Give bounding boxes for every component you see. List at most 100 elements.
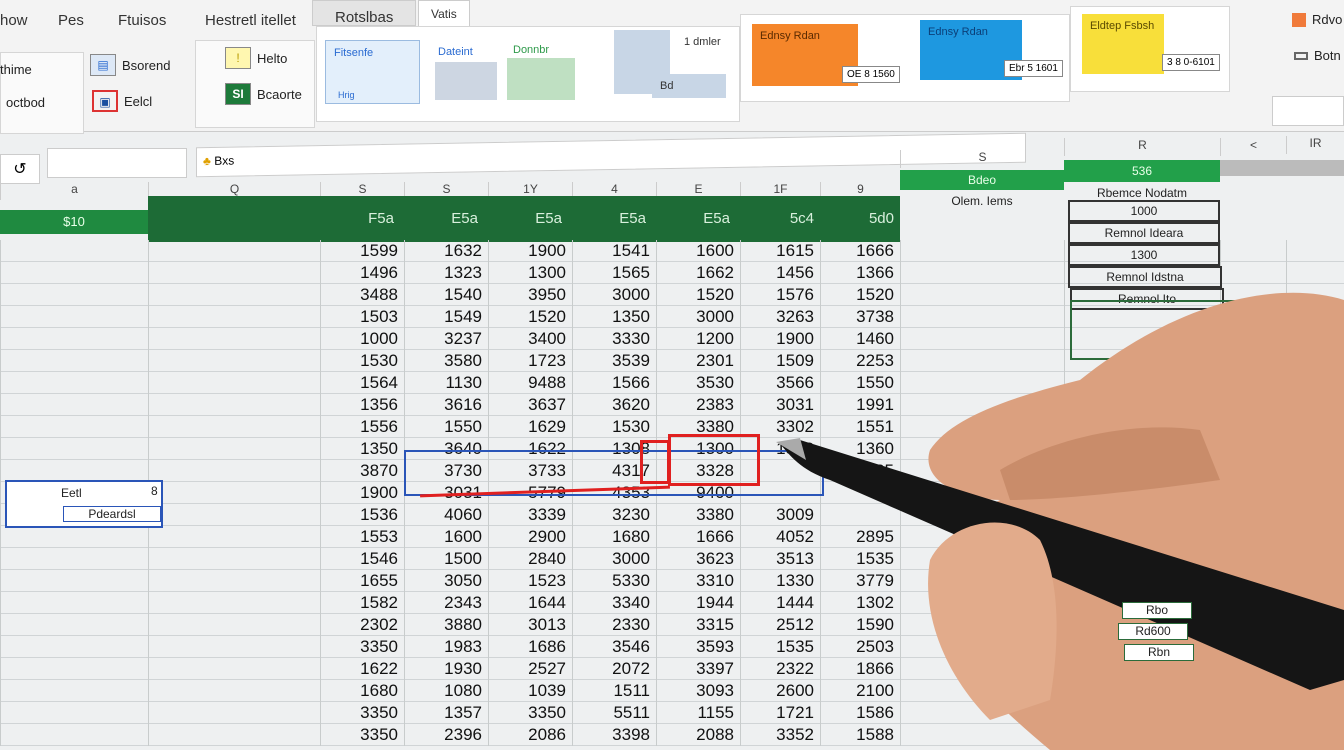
data-cell[interactable]: 2322 [740,658,820,680]
tab-vatis[interactable]: Vatis [418,0,470,26]
data-cell[interactable]: 1520 [820,284,900,306]
data-cell[interactable]: 1039 [488,680,572,702]
data-cell[interactable]: 1556 [320,416,404,438]
data-cell[interactable]: 3539 [572,350,656,372]
data-cell[interactable]: 1723 [488,350,572,372]
data-cell[interactable]: 1536 [320,504,404,526]
data-cell[interactable]: 3400 [488,328,572,350]
data-cell[interactable]: 5511 [572,702,656,724]
data-cell[interactable]: 1535 [740,636,820,658]
data-cell[interactable]: 2383 [656,394,740,416]
data-cell[interactable]: 1600 [404,526,488,548]
data-cell[interactable]: 3310 [656,570,740,592]
data-cell[interactable]: 3640 [404,438,488,460]
data-cell[interactable]: 1666 [820,240,900,262]
bsorend-button[interactable]: Bsorend [122,57,171,73]
style-swatch-green[interactable] [507,58,575,100]
data-cell[interactable]: 3380 [656,504,740,526]
data-cell[interactable]: 1460 [820,328,900,350]
data-cell[interactable]: 1541 [572,240,656,262]
data-cell[interactable]: 2301 [656,350,740,372]
data-cell[interactable]: 3880 [404,614,488,636]
color-card-orange[interactable]: Ednsy Rdan [752,24,858,86]
data-cell[interactable]: 1350 [320,438,404,460]
style-hrig[interactable]: Hrig [338,90,355,100]
data-cell[interactable]: 1523 [488,570,572,592]
data-cell[interactable]: 1200 [656,328,740,350]
style-donnbr[interactable]: Donnbr [513,44,550,56]
botn-button[interactable]: Botn [1314,48,1341,63]
data-cell[interactable]: 2840 [488,548,572,570]
data-cell[interactable]: 2900 [488,526,572,548]
data-cell[interactable]: 3352 [740,724,820,746]
data-cell[interactable]: 1323 [404,262,488,284]
data-cell[interactable]: 3000 [572,548,656,570]
octbod-button[interactable]: octbod [6,95,46,110]
style-dmler[interactable]: 1 dmler [684,36,721,48]
rdvo-button[interactable]: Rdvo [1312,12,1343,27]
data-cell[interactable]: 1566 [572,372,656,394]
data-cell[interactable]: 1588 [820,724,900,746]
side-item[interactable]: Rbo [1122,602,1192,619]
data-cell[interactable]: 5330 [572,570,656,592]
data-cell[interactable]: 3013 [488,614,572,636]
data-cell[interactable]: 1330 [740,570,820,592]
data-cell[interactable]: 1444 [740,592,820,614]
data-cell[interactable]: 1546 [320,548,404,570]
data-cell[interactable]: 2512 [740,614,820,636]
column-header[interactable]: IR [1286,136,1344,154]
name-box[interactable] [47,148,187,178]
data-cell[interactable]: 3397 [656,658,740,680]
data-cell[interactable]: 3616 [404,394,488,416]
data-cell[interactable] [740,482,820,504]
data-cell[interactable]: 1550 [404,416,488,438]
data-cell[interactable]: 9488 [488,372,572,394]
data-cell[interactable]: 3350 [320,724,404,746]
data-cell[interactable]: 2396 [404,724,488,746]
data-cell[interactable]: 3546 [572,636,656,658]
data-cell[interactable]: 1644 [488,592,572,614]
tab-pes[interactable]: Pes [58,12,84,29]
data-cell[interactable]: 1991 [820,394,900,416]
style-dateint[interactable]: Dateint [438,46,473,58]
data-cell[interactable]: 2330 [572,614,656,636]
column-header[interactable]: 1Y [488,182,572,200]
data-cell[interactable]: 1983 [404,636,488,658]
data-cell[interactable]: 4052 [740,526,820,548]
data-cell[interactable]: 2600 [740,680,820,702]
data-cell[interactable]: 3488 [320,284,404,306]
style-fitsenfe[interactable]: Fitsenfe [325,40,420,104]
data-cell[interactable]: 9400 [656,482,740,504]
style-swatch[interactable] [435,62,497,100]
data-cell[interactable]: 1565 [572,262,656,284]
side-item[interactable]: 1300 [1068,244,1220,266]
data-cell[interactable]: 3580 [404,350,488,372]
data-cell[interactable]: 1080 [404,680,488,702]
data-cell[interactable]: 1686 [488,636,572,658]
data-cell[interactable]: 3738 [820,306,900,328]
data-cell[interactable]: 1582 [320,592,404,614]
column-header[interactable]: 9 [820,182,900,200]
data-cell[interactable]: 2086 [488,724,572,746]
data-cell[interactable]: 1456 [740,262,820,284]
data-cell[interactable]: 3000 [572,284,656,306]
side-item[interactable]: Rbn [1124,644,1194,661]
data-cell[interactable]: 1300 [656,438,740,460]
column-header[interactable]: Q [148,182,320,200]
data-cell[interactable]: 3623 [656,548,740,570]
data-cell[interactable]: 3237 [404,328,488,350]
data-cell[interactable]: 3950 [488,284,572,306]
data-cell[interactable]: 4060 [404,504,488,526]
data-cell[interactable]: 1721 [740,702,820,724]
column-header[interactable]: 1F [740,182,820,200]
column-header[interactable]: 4 [572,182,656,200]
data-cell[interactable]: 3093 [656,680,740,702]
data-cell[interactable]: 1520 [656,284,740,306]
data-cell[interactable]: 1655 [320,570,404,592]
data-cell[interactable]: 3350 [320,702,404,724]
side-item[interactable]: Rbemce Nodatm [1096,186,1188,200]
data-cell[interactable]: 2343 [404,592,488,614]
data-cell[interactable]: 1500 [404,548,488,570]
data-cell[interactable]: 1511 [572,680,656,702]
data-cell[interactable]: 3315 [656,614,740,636]
